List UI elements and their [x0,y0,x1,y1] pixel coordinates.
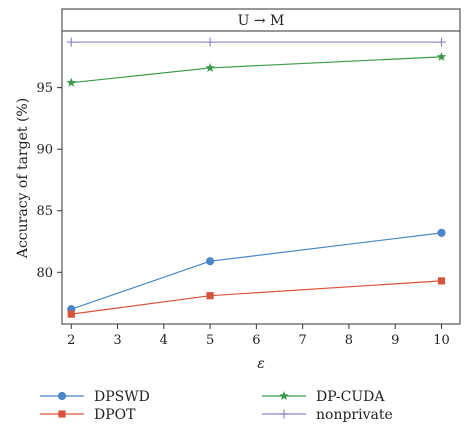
legend-label-dp-cuda: DP-CUDA [316,389,385,405]
x-axis-label: ε [257,356,265,372]
chart-title: U → M [238,13,285,29]
data-point-dpswd-10 [437,228,446,237]
legend: DPSWD DPOT DP-CUDA nonprivate [40,389,393,423]
y-axis: 80 85 90 95 [36,81,62,281]
legend-marker-nonprivate [279,409,289,419]
x-tick-label-2: 2 [67,333,75,348]
y-tick-label-85: 85 [36,204,53,219]
data-point-dpot-5 [206,292,214,300]
data-point-dp-cuda-2 [66,77,77,87]
x-tick-label-6: 6 [252,333,260,348]
y-tick-label-90: 90 [36,143,53,158]
x-axis: 2 3 4 5 6 7 8 9 10 [67,324,450,348]
data-point-dpot-10 [437,277,446,285]
legend-marker-dpot [58,410,66,418]
legend-label-dpswd: DPSWD [94,389,150,405]
x-tick-label-4: 4 [160,333,168,348]
data-point-dpswd-5 [205,257,215,266]
x-tick-label-3: 3 [113,333,121,348]
plot-area [61,30,461,325]
data-point-dpot-2 [67,310,75,318]
legend-marker-dp-cuda [279,391,289,401]
legend-label-nonprivate: nonprivate [316,407,393,423]
x-tick-label-9: 9 [391,333,399,348]
y-tick-label-80: 80 [36,266,53,281]
data-point-nonprivate-10 [436,37,446,47]
x-tick-label-7: 7 [299,333,307,348]
data-point-dp-cuda-5 [205,62,215,72]
y-tick-label-95: 95 [36,81,53,96]
legend-label-dpot: DPOT [94,407,136,423]
data-point-nonprivate-5 [205,37,215,47]
data-point-dp-cuda-10 [436,51,447,61]
data-point-nonprivate-2 [66,37,76,47]
x-tick-label-5: 5 [206,333,214,348]
x-tick-label-10: 10 [433,333,450,348]
series-layer [66,37,447,318]
x-tick-label-8: 8 [345,333,353,348]
legend-marker-dpswd [57,391,67,401]
y-axis-label: Accuracy of target (%) [15,98,31,259]
